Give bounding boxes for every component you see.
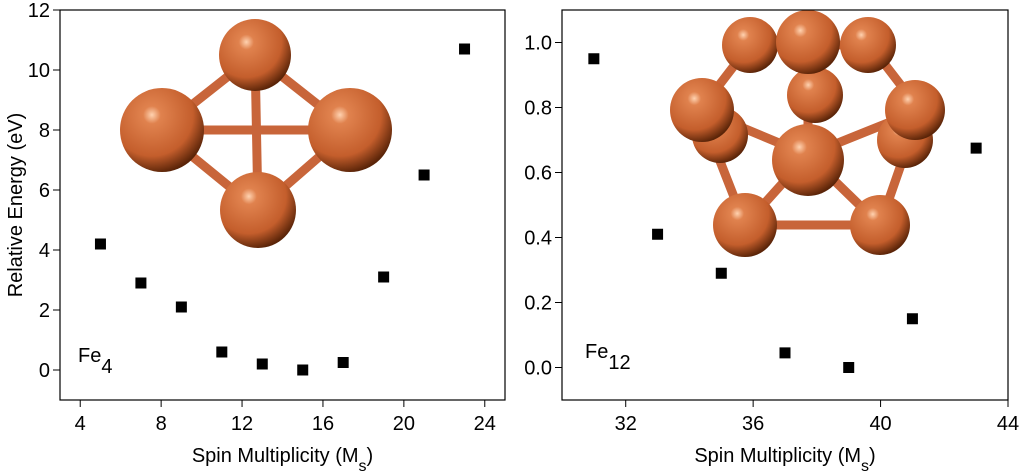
data-point — [970, 142, 982, 154]
annotation: Fe12 — [585, 341, 631, 374]
plot-frame — [59, 9, 506, 401]
y-tick-label: 0.4 — [524, 228, 552, 250]
x-tick-label: 16 — [312, 413, 334, 435]
data-point — [94, 238, 106, 250]
y-tick-label: 0.6 — [524, 163, 552, 185]
x-axis-title-part: Spin Multiplicity (M — [694, 445, 861, 467]
y-tick-label: 2 — [39, 300, 50, 322]
y-tick-label: 1.0 — [524, 33, 552, 55]
data-point — [779, 347, 791, 359]
data-point — [216, 346, 228, 358]
x-tick-label: 32 — [615, 413, 637, 435]
y-tick-label: 4 — [39, 240, 50, 262]
fe12-cluster-image — [670, 10, 945, 257]
data-point — [843, 362, 855, 373]
data-point — [588, 53, 600, 65]
data-point — [135, 277, 147, 289]
x-axis-title-subscript: s — [359, 458, 367, 474]
data-point — [175, 301, 187, 313]
x-tick-label: 8 — [156, 413, 167, 435]
data-point — [652, 228, 664, 240]
y-tick-label: 0.0 — [524, 358, 552, 380]
x-axis-title-part: Spin Multiplicity (M — [192, 445, 359, 467]
x-tick-label: 24 — [474, 413, 496, 435]
data-point — [256, 358, 268, 370]
x-axis-title: Spin Multiplicity (Ms) — [192, 445, 373, 474]
y-axis-title: Relative Energy (eV) — [5, 113, 27, 298]
plot-frame — [561, 9, 1009, 401]
annotation-subscript: 4 — [101, 356, 112, 378]
fe4-cluster-image — [120, 19, 392, 248]
data-point — [297, 364, 309, 376]
annotation: Fe4 — [78, 345, 112, 378]
data-point — [906, 313, 918, 325]
y-tick-label: 8 — [39, 120, 50, 142]
x-tick-label: 40 — [869, 413, 891, 435]
x-axis-title-part: ) — [869, 445, 876, 467]
x-tick-label: 36 — [742, 413, 764, 435]
x-tick-label: 12 — [231, 413, 253, 435]
data-point — [715, 267, 727, 279]
annotation-part: Fe — [585, 341, 608, 363]
annotation-subscript: 12 — [608, 352, 630, 374]
data-point — [337, 357, 349, 368]
x-tick-label: 20 — [393, 413, 415, 435]
data-point — [459, 43, 471, 55]
y-tick-label: 0.2 — [524, 293, 552, 315]
y-tick-label: 10 — [28, 60, 50, 82]
x-axis-title-part: ) — [367, 445, 374, 467]
y-tick-label: 0.8 — [524, 98, 552, 120]
data-point — [418, 169, 430, 181]
x-tick-label: 4 — [75, 413, 86, 435]
annotation-part: Fe — [78, 345, 101, 367]
y-tick-label: 6 — [39, 180, 50, 202]
y-tick-label: 12 — [28, 0, 50, 22]
x-axis-title-subscript: s — [861, 458, 869, 474]
y-tick-label: 0 — [39, 360, 50, 382]
data-point — [378, 271, 390, 283]
x-tick-label: 44 — [997, 413, 1019, 435]
x-axis-title: Spin Multiplicity (Ms) — [694, 445, 875, 474]
